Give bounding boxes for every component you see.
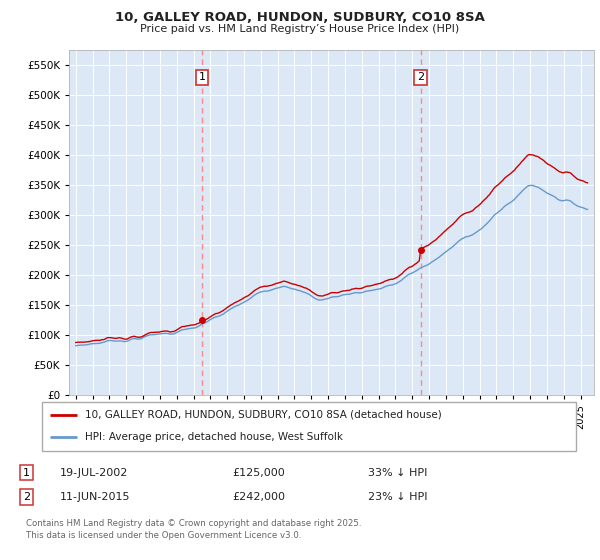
Text: 19-JUL-2002: 19-JUL-2002 [60,468,128,478]
Text: 10, GALLEY ROAD, HUNDON, SUDBURY, CO10 8SA: 10, GALLEY ROAD, HUNDON, SUDBURY, CO10 8… [115,11,485,24]
Text: 23% ↓ HPI: 23% ↓ HPI [368,492,427,502]
Text: 2: 2 [417,72,424,82]
Text: Contains HM Land Registry data © Crown copyright and database right 2025.
This d: Contains HM Land Registry data © Crown c… [26,519,362,540]
Text: 2: 2 [23,492,30,502]
Text: HPI: Average price, detached house, West Suffolk: HPI: Average price, detached house, West… [85,432,343,442]
Text: 1: 1 [23,468,30,478]
Text: £242,000: £242,000 [232,492,286,502]
Text: £125,000: £125,000 [232,468,285,478]
Text: 33% ↓ HPI: 33% ↓ HPI [368,468,427,478]
Text: Price paid vs. HM Land Registry’s House Price Index (HPI): Price paid vs. HM Land Registry’s House … [140,24,460,34]
Text: 11-JUN-2015: 11-JUN-2015 [60,492,131,502]
Text: 1: 1 [199,72,205,82]
Text: 10, GALLEY ROAD, HUNDON, SUDBURY, CO10 8SA (detached house): 10, GALLEY ROAD, HUNDON, SUDBURY, CO10 8… [85,410,442,420]
